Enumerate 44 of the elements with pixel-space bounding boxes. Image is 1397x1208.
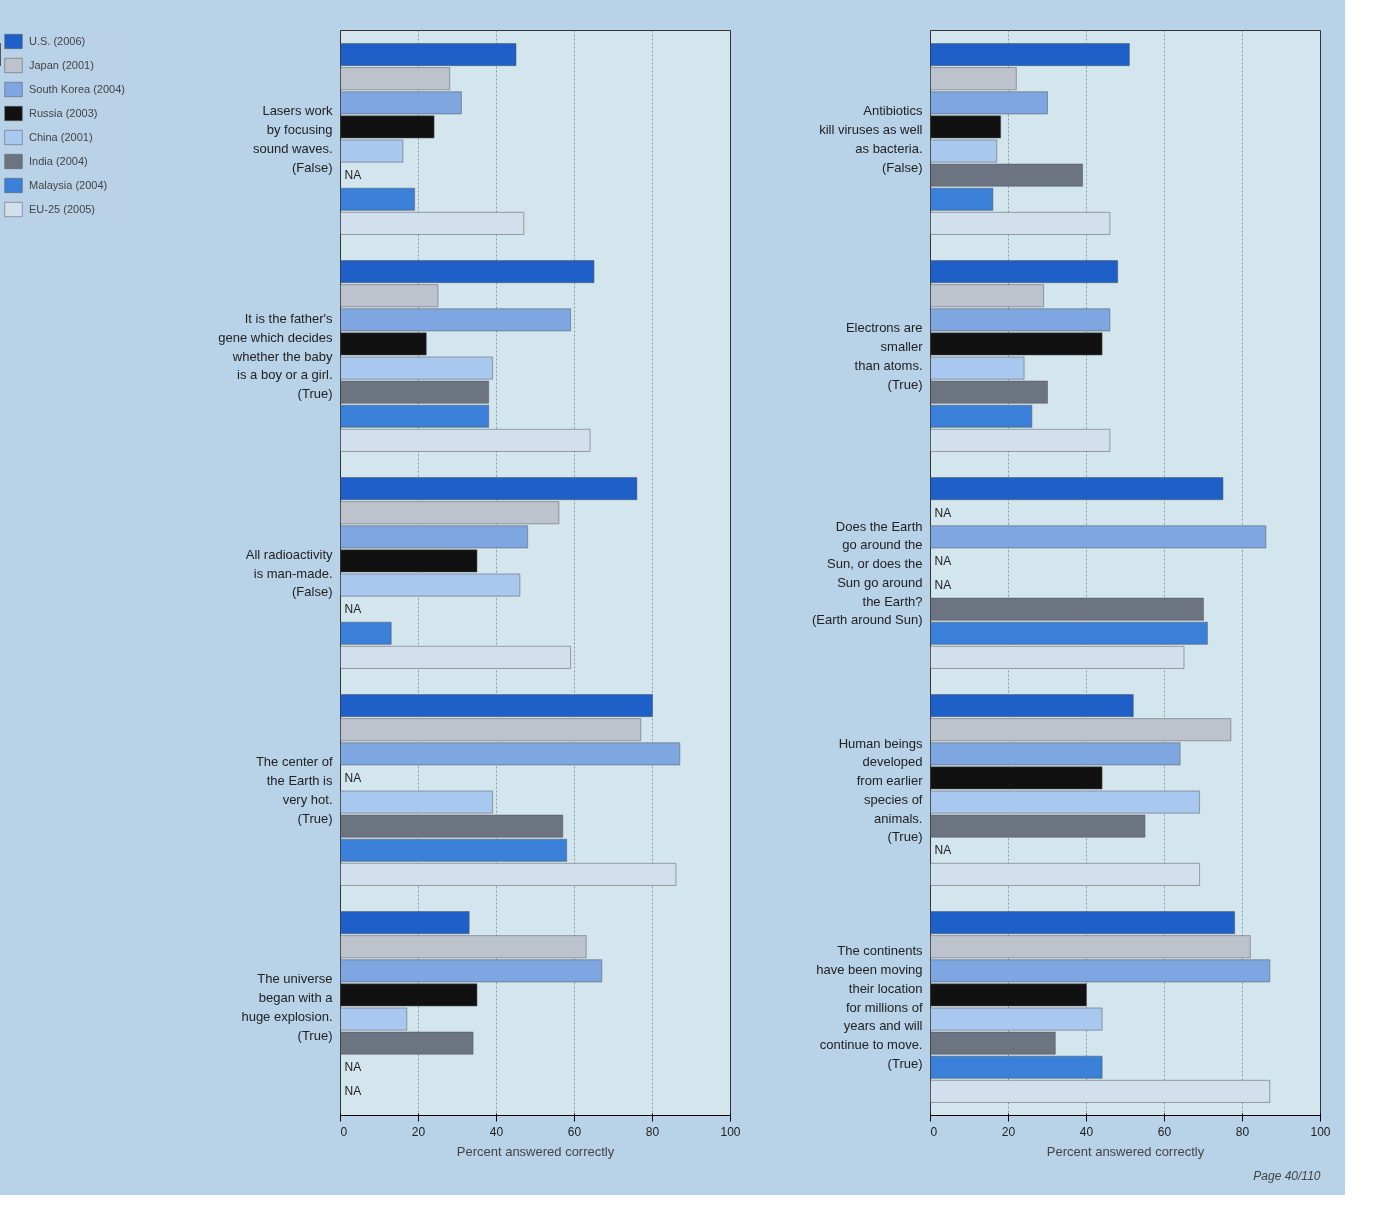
x-tick-label: 100 <box>1310 1124 1331 1139</box>
legend-label: China (2001) <box>29 131 93 143</box>
y-tick-label: Does the Earth go around the Sun, or does the Sun go around the Earth? (Earth around Sun) <box>811 518 923 628</box>
x-tick-label: 60 <box>1157 1124 1172 1139</box>
x-tick-label: 20 <box>1001 1124 1016 1139</box>
y-tick-label: Antibiotics kill viruses as well as bacteria. (False) <box>819 103 923 175</box>
text: Page 40/110 <box>1253 1168 1321 1183</box>
text: NA <box>344 602 362 617</box>
y-tick-label: Electrons are smaller than atoms. (True) <box>845 320 924 392</box>
legend-label: Russia (2003) <box>29 107 98 119</box>
x-tick-label: 40 <box>489 1124 504 1139</box>
text: NA <box>344 1060 362 1075</box>
y-tick-label: The continents have been moving their location for millions of years and will continue to move. (True) <box>816 943 923 1071</box>
x-axis-title: Percent answered correctly <box>456 1143 615 1159</box>
x-axis-title: Percent answered correctly <box>1046 1143 1205 1159</box>
x-tick-label: 80 <box>1235 1124 1250 1139</box>
bar <box>930 477 1224 500</box>
legend-label: Malaysia (2004) <box>29 179 108 191</box>
legend-label: Japan (2001) <box>29 59 94 71</box>
text: NA <box>934 843 952 858</box>
y-tick-label: The universe began with a huge explosion. (True) <box>241 971 334 1043</box>
legend-label: U.S. (2006) <box>29 35 86 47</box>
y-tick-label: Human beings developed from earlier species of animals. (True) <box>838 735 924 845</box>
x-tick-label: 0 <box>930 1124 938 1139</box>
text: NA <box>344 1084 362 1099</box>
legend-label: India (2004) <box>29 155 88 167</box>
y-tick-label: Lasers work by focusing sound waves. (False) <box>253 103 333 175</box>
legend-label: EU-25 (2005) <box>29 203 96 215</box>
legend-label: South Korea (2004) <box>29 83 126 95</box>
y-tick-label: All radioactivity is man-made. (False) <box>245 546 333 600</box>
bar <box>930 525 1267 549</box>
x-tick-label: 80 <box>645 1124 660 1139</box>
y-tick-label: It is the father's gene which decides whether the baby is a boy or a girl. (True) <box>218 311 333 401</box>
x-tick-label: 40 <box>1079 1124 1094 1139</box>
x-tick-label: 0 <box>340 1124 348 1139</box>
text: NA <box>934 578 952 593</box>
text: NA <box>934 553 952 568</box>
text: NA <box>344 770 362 785</box>
text: NA <box>934 505 952 520</box>
text: NA <box>344 168 362 183</box>
x-tick-label: 100 <box>720 1124 741 1139</box>
x-tick-label: 20 <box>411 1124 426 1139</box>
y-tick-label: The center of the Earth is very hot. (True) <box>255 754 333 826</box>
x-tick-label: 60 <box>567 1124 582 1139</box>
